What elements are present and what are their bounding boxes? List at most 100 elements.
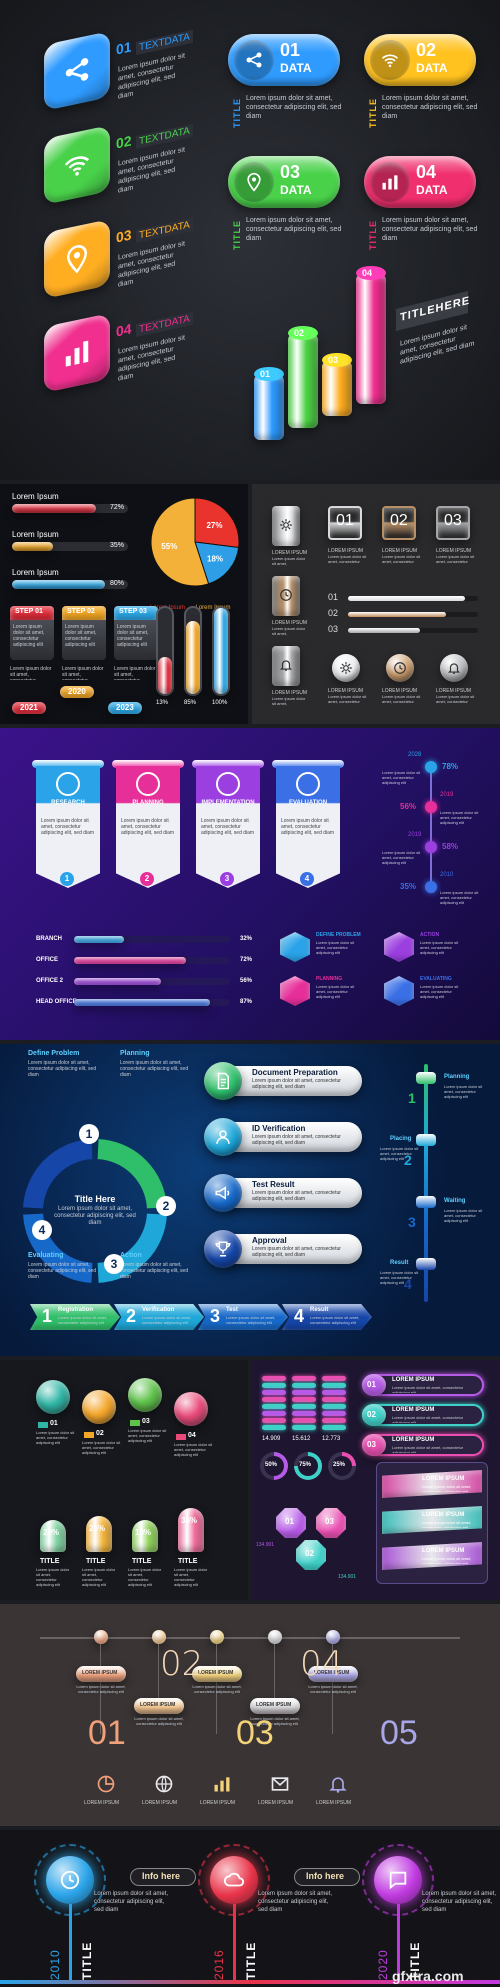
octagon-number: 03 <box>325 1517 334 1526</box>
ribbon-desc: Lorem ipsum dolor sit amet, consectetur … <box>422 1556 472 1564</box>
timeline-pill-label: LOREM IPSUM <box>198 1670 234 1676</box>
vtimeline-desc: Lorem ipsum dolor sit amet, consectetur … <box>380 1146 419 1161</box>
pill-desc: Lorem ipsum dolor sit amet, consectetur … <box>246 95 342 120</box>
box-desc: Lorem ipsum dolor sit amet, consectetur … <box>436 554 475 564</box>
pill-icon-circle <box>234 162 274 202</box>
metal-tag <box>272 646 300 686</box>
progress-ring-value: 25% <box>333 1462 346 1468</box>
banner-number: 1 <box>60 872 74 886</box>
year-pill <box>12 702 46 714</box>
neon-pill-desc: Lorem ipsum dolor sit amet, consectetur … <box>392 1445 464 1453</box>
process-button[interactable] <box>218 1234 362 1264</box>
bar-cap <box>288 326 318 340</box>
progress-ring-hole <box>332 1456 352 1476</box>
tube-fill <box>158 657 172 694</box>
stack-bar <box>292 1397 316 1402</box>
ring-number: 4 <box>32 1220 52 1240</box>
octagon <box>276 1508 306 1538</box>
hexagon <box>280 976 310 1006</box>
step-tab <box>62 606 106 620</box>
metal-circle <box>332 654 360 682</box>
glossy-ball <box>36 1380 70 1414</box>
timeline-desc: Lorem ipsum dolor sit amet, consectetur … <box>440 810 479 825</box>
slider-number: 02 <box>328 608 339 618</box>
vtimeline-number: 3 <box>408 1214 416 1230</box>
envelope-icon <box>270 1774 290 1794</box>
step-number: 2 <box>126 1306 137 1326</box>
ribbon-desc: Lorem ipsum dolor sit amet, consectetur … <box>422 1520 472 1528</box>
banner-label: RESEARCH <box>51 800 85 806</box>
pill-desc: Lorem ipsum dolor sit amet, consectetur … <box>246 217 342 242</box>
corner-label: Define Problem <box>28 1050 80 1057</box>
process-button[interactable] <box>218 1122 362 1152</box>
bar-number: 01 <box>260 369 271 379</box>
metal-box-01 <box>328 506 362 540</box>
stack-bar <box>322 1383 346 1388</box>
octagon-value: 134.901 <box>338 1574 357 1580</box>
step-arrow <box>30 1304 120 1330</box>
glossy-ball <box>82 1390 116 1424</box>
glossy-ball <box>128 1378 162 1412</box>
process-button[interactable] <box>218 1178 362 1208</box>
hbar-fill <box>74 957 186 964</box>
step-label: Registration <box>58 1307 94 1313</box>
neon-pill-badge <box>362 1404 386 1426</box>
timeline-pill-label: LOREM IPSUM <box>256 1702 292 1708</box>
pill-icon-circle <box>234 40 274 80</box>
hexagon-label: PLANNING <box>316 976 343 982</box>
tag-heading: LOREM IPSUM <box>272 550 308 556</box>
step-desc: Lorem ipsum dolor sit amet, consectetur … <box>13 624 45 648</box>
pie-chart: 27% 18% 55% <box>150 497 240 587</box>
banner-rod <box>192 760 264 768</box>
step-number: 3 <box>210 1306 221 1326</box>
timeline-year: 2019 <box>408 832 422 838</box>
circle-heading: LOREM IPSUM <box>382 688 418 694</box>
timeline-year: 2019 <box>440 792 454 798</box>
stack-bar <box>292 1425 316 1430</box>
step-desc: Lorem ipsum dolor sit amet, consectetur … <box>310 1315 360 1325</box>
step-card <box>10 620 54 660</box>
cylinder <box>40 1520 66 1552</box>
timeline-pill-desc: Lorem ipsum dolor sit amet, consectetur … <box>308 1684 358 1694</box>
panel-process-banners: RESEARCH Lorem ipsum dolor sit amet, cons… <box>0 728 500 1040</box>
octagon <box>316 1508 346 1538</box>
cloud-icon <box>223 1869 245 1891</box>
neon-pill-label: LOREM IPSUM <box>392 1407 435 1413</box>
hexagon-desc: Lorem ipsum dolor sit amet, consectetur … <box>316 940 355 955</box>
metal-tag <box>272 576 300 616</box>
box-number: 01 <box>336 512 354 529</box>
vtimeline-desc: Lorem ipsum dolor sit amet, consectetur … <box>444 1208 483 1223</box>
banner-implementation: IMPLEMENTATION Lorem ipsum dolor sit amet… <box>196 766 260 888</box>
panel-ring-process: Title Here Lorem ipsum dolor sit amet, c… <box>0 1044 500 1356</box>
pill-number: 01 <box>280 40 301 60</box>
tag-heading: LOREM IPSUM <box>272 620 308 626</box>
process-button[interactable] <box>218 1066 362 1096</box>
stack-bar <box>262 1376 286 1381</box>
stack-bar <box>262 1390 286 1395</box>
banner-label: EVALUATION <box>288 800 328 806</box>
ball-label: 03 <box>142 1418 150 1425</box>
metal-box-02 <box>382 506 416 540</box>
timeline-stem <box>216 1644 217 1734</box>
process-icon-ball <box>204 1230 242 1268</box>
banner-label: PLANNING <box>132 800 164 806</box>
stack-value: 15.612 <box>292 1436 311 1442</box>
bar-track <box>12 542 128 551</box>
step-card <box>62 620 106 660</box>
panel-glossy-stats: Lorem Ipsum 72% Lorem Ipsum 35% Lorem Ipsum 8… <box>0 484 248 724</box>
pill-number: 02 <box>416 40 437 60</box>
metal-circle <box>440 654 468 682</box>
ribbon-label: LOREM IPSUM <box>422 1512 465 1518</box>
big-number: 05 <box>380 1714 418 1752</box>
bar-chart-icon <box>62 335 92 371</box>
timeline-stem <box>158 1644 159 1704</box>
corner-desc: Lorem ipsum dolor sit amet, consectetur … <box>120 1060 189 1078</box>
bar-fill <box>12 542 53 551</box>
banner-number: 4 <box>300 872 314 886</box>
tag-desc: Lorem ipsum dolor sit amet, consectetur … <box>272 626 306 636</box>
bar-cap <box>322 353 352 367</box>
timeline-desc: Lorem ipsum dolor sit amet, consectetur … <box>440 890 479 905</box>
timeline-pill-label: LOREM IPSUM <box>140 1702 176 1708</box>
ball-desc: Lorem ipsum dolor sit amet, consectetur … <box>128 1428 167 1443</box>
banner-rod <box>112 760 184 768</box>
